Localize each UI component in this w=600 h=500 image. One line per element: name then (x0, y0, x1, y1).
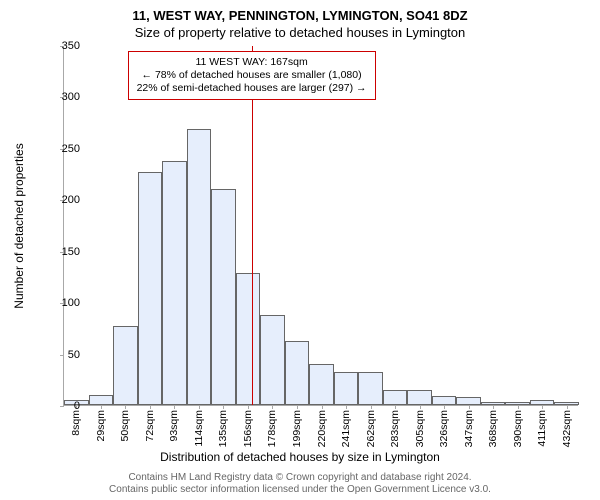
page-title-line1: 11, WEST WAY, PENNINGTON, LYMINGTON, SO4… (0, 0, 600, 23)
x-tick-mark (150, 405, 151, 409)
histogram-bar (407, 390, 432, 405)
histogram-bar (113, 326, 138, 405)
x-tick-label: 156sqm (242, 410, 254, 447)
x-tick-mark (174, 405, 175, 409)
x-tick-mark (199, 405, 200, 409)
y-tick-label: 300 (62, 91, 80, 103)
x-tick-mark (469, 405, 470, 409)
x-tick-label: 432sqm (561, 410, 573, 447)
y-tick-mark (60, 406, 64, 407)
x-tick-label: 178sqm (266, 410, 278, 447)
y-tick-label: 0 (74, 400, 80, 412)
y-tick-label: 100 (62, 297, 80, 309)
x-tick-mark (444, 405, 445, 409)
y-tick-mark (60, 355, 64, 356)
histogram-bar (309, 364, 334, 405)
x-tick-label: 50sqm (119, 410, 131, 442)
x-tick-label: 135sqm (217, 410, 229, 447)
x-tick-label: 390sqm (512, 410, 524, 447)
callout-box: 11 WEST WAY: 167sqm← 78% of detached hou… (128, 51, 376, 100)
callout-line2: ← 78% of detached houses are smaller (1,… (137, 69, 367, 82)
y-tick-label: 50 (68, 349, 80, 361)
x-tick-mark (322, 405, 323, 409)
histogram-bar (138, 172, 163, 405)
x-tick-mark (420, 405, 421, 409)
histogram-bar (432, 396, 457, 405)
x-axis-label: Distribution of detached houses by size … (0, 450, 600, 464)
x-tick-label: 220sqm (316, 410, 328, 447)
page-title-line2: Size of property relative to detached ho… (0, 23, 600, 40)
histogram-bar (334, 372, 359, 405)
x-tick-mark (493, 405, 494, 409)
x-tick-mark (101, 405, 102, 409)
y-tick-label: 200 (62, 194, 80, 206)
x-tick-label: 93sqm (168, 410, 180, 442)
x-tick-label: 305sqm (414, 410, 426, 447)
x-tick-mark (297, 405, 298, 409)
x-tick-mark (272, 405, 273, 409)
x-tick-mark (125, 405, 126, 409)
x-tick-label: 326sqm (438, 410, 450, 447)
histogram-bar (260, 315, 285, 406)
callout-line1: 11 WEST WAY: 167sqm (137, 56, 367, 69)
footer-line1: Contains HM Land Registry data © Crown c… (0, 472, 600, 484)
histogram-plot: 8sqm29sqm50sqm72sqm93sqm114sqm135sqm156s… (63, 46, 578, 406)
x-tick-mark (542, 405, 543, 409)
histogram-bar (358, 372, 383, 405)
x-tick-label: 262sqm (365, 410, 377, 447)
y-tick-label: 250 (62, 143, 80, 155)
x-tick-label: 29sqm (95, 410, 107, 442)
histogram-bar (162, 161, 187, 405)
histogram-bar (187, 129, 212, 405)
x-tick-label: 368sqm (487, 410, 499, 447)
histogram-bar (89, 395, 114, 405)
histogram-bar (383, 390, 408, 405)
y-tick-label: 150 (62, 246, 80, 258)
x-tick-mark (518, 405, 519, 409)
x-tick-label: 411sqm (536, 410, 548, 447)
x-tick-label: 114sqm (193, 410, 205, 447)
chart-container: 8sqm29sqm50sqm72sqm93sqm114sqm135sqm156s… (63, 46, 578, 406)
x-tick-mark (223, 405, 224, 409)
histogram-bar (285, 341, 310, 405)
x-tick-label: 347sqm (463, 410, 475, 447)
x-tick-mark (248, 405, 249, 409)
x-tick-mark (371, 405, 372, 409)
y-tick-label: 350 (62, 40, 80, 52)
y-axis-label: Number of detached properties (12, 143, 26, 308)
x-tick-label: 8sqm (70, 410, 82, 436)
x-tick-label: 199sqm (291, 410, 303, 447)
callout-line3: 22% of semi-detached houses are larger (… (137, 82, 367, 95)
footer-line2: Contains public sector information licen… (0, 484, 600, 496)
histogram-bar (456, 397, 481, 405)
x-tick-mark (567, 405, 568, 409)
footer-attribution: Contains HM Land Registry data © Crown c… (0, 472, 600, 496)
x-tick-label: 241sqm (340, 410, 352, 447)
histogram-bar (236, 273, 261, 405)
x-tick-mark (346, 405, 347, 409)
histogram-bar (211, 189, 236, 405)
x-tick-mark (395, 405, 396, 409)
x-tick-label: 283sqm (389, 410, 401, 447)
x-tick-label: 72sqm (144, 410, 156, 442)
